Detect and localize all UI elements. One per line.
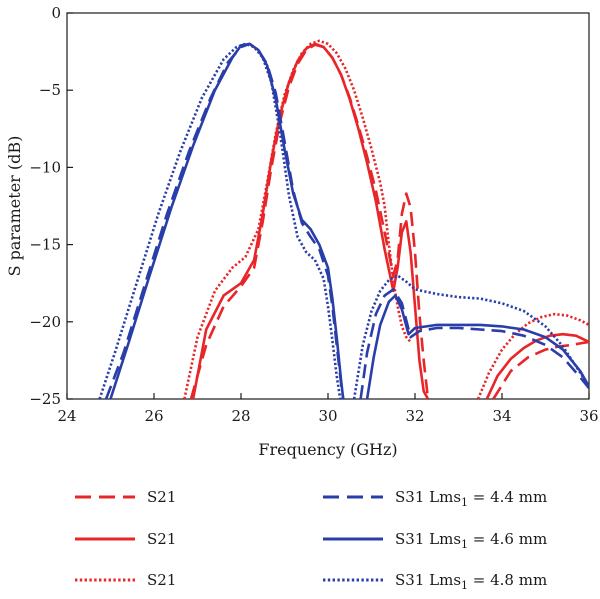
axis-ticks xyxy=(66,12,590,400)
series-line-6 xyxy=(492,340,589,399)
series-line-3 xyxy=(104,42,345,399)
x-axis-label: Frequency (GHz) xyxy=(258,440,397,459)
x-tick-label: 36 xyxy=(579,407,598,425)
x-tick-label: 34 xyxy=(492,407,511,425)
x-tick-label: 28 xyxy=(231,407,250,425)
y-tick-label: −15 xyxy=(29,236,61,254)
series-line-1 xyxy=(191,42,430,399)
series-line-10 xyxy=(365,294,589,399)
y-tick-label: −20 xyxy=(29,313,61,331)
x-tick-label: 32 xyxy=(405,407,424,425)
y-axis-label: S parameter (dB) xyxy=(5,136,24,277)
series-line-2 xyxy=(183,39,412,399)
legend-label: S31 Lms1 = 4.4 mm xyxy=(395,488,547,509)
y-tick-label: −5 xyxy=(39,81,61,99)
series-line-9 xyxy=(359,288,589,399)
series-line-11 xyxy=(352,274,589,399)
x-tick-label: 30 xyxy=(318,407,337,425)
series-line-8 xyxy=(476,312,589,399)
series-line-7 xyxy=(485,332,589,399)
legend-label: S21 xyxy=(147,488,176,506)
x-tick-label: 24 xyxy=(57,407,76,425)
legend-label: S31 Lms1 = 4.6 mm xyxy=(395,530,547,551)
legend-label: S21 xyxy=(147,571,176,589)
x-tick-label: 26 xyxy=(144,407,163,425)
legend-label: S21 xyxy=(147,530,176,548)
legend-label: S31 Lms1 = 4.8 mm xyxy=(395,571,547,592)
y-tick-label: −10 xyxy=(29,158,61,176)
y-tick-label: −25 xyxy=(29,390,61,408)
y-tick-label: 0 xyxy=(51,4,61,22)
series-line-4 xyxy=(109,42,345,399)
axis-tick-labels: 24 26 28 30 32 34 36 0 −5 −10 −15 −20 −25 xyxy=(29,4,598,425)
series-line-0 xyxy=(189,43,430,399)
series-lines xyxy=(98,39,589,399)
legend: S21 S31 Lms1 = 4.4 mm S21 S31 Lms1 = 4.6 mm… xyxy=(75,488,547,592)
